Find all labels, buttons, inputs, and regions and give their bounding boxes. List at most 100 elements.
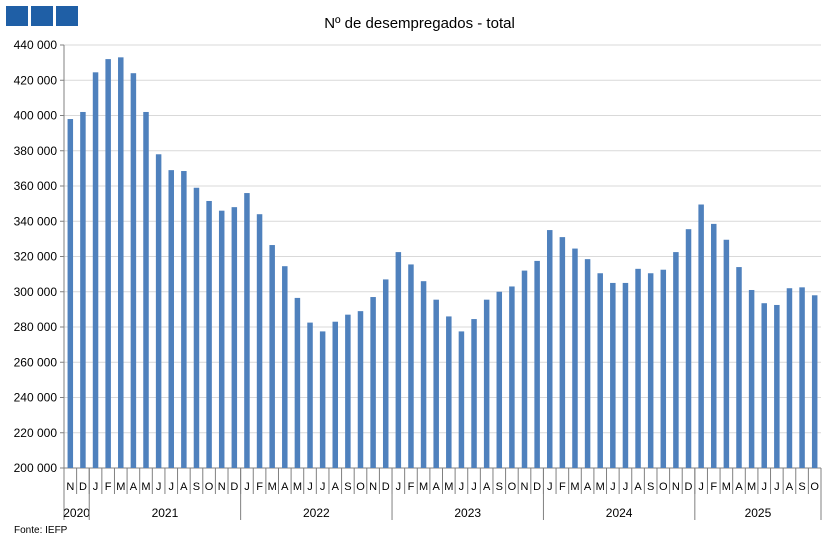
x-tick-label: J [610,481,616,493]
bar [799,287,805,468]
source-note: Fonte: IEFP [14,525,68,536]
bar [458,331,465,468]
x-tick-label: N [521,481,529,493]
x-tick-label: M [141,481,150,493]
x-tick-label: J [93,481,99,493]
x-tick-label: A [786,481,794,493]
x-tick-label: J [459,481,465,493]
x-tick-label: J [307,481,313,493]
x-tick-label: J [168,481,174,493]
bar [647,273,654,468]
bar [193,187,200,468]
year-label: 2025 [745,506,772,520]
logo-block [6,6,28,26]
x-tick-label: D [685,481,693,493]
y-tick-label: 420 000 [14,73,58,87]
x-tick-label: N [369,481,377,493]
year-label: 2021 [152,506,179,520]
bar [610,282,616,468]
x-tick-label: D [382,481,390,493]
bar [811,295,818,468]
x-tick-label: S [496,481,503,493]
bar [231,207,238,468]
y-tick-label: 360 000 [14,179,58,193]
bar [433,299,439,468]
x-tick-label: S [798,481,805,493]
bar [143,111,149,468]
bar [698,204,704,468]
x-tick-label: A [433,481,441,493]
x-tick-label: O [810,481,819,493]
bar [471,319,477,468]
bar [168,170,174,468]
y-tick-label: 340 000 [14,214,58,228]
bar [282,266,288,468]
x-tick-label: D [533,481,541,493]
bar [357,311,364,468]
x-tick-label: J [774,481,780,493]
x-tick-label: D [230,481,238,493]
bar [584,259,591,468]
x-tick-label: O [659,481,668,493]
year-label: 2022 [303,506,330,520]
x-tick-label: M [419,481,428,493]
bar [67,119,74,469]
x-tick-label: A [735,481,743,493]
bar [130,73,137,468]
x-tick-label: J [547,481,553,493]
x-tick-label: F [408,481,415,493]
x-tick-label: M [570,481,579,493]
bar [786,288,793,468]
x-tick-label: M [268,481,277,493]
x-tick-label: A [634,481,642,493]
x-tick-label: F [559,481,566,493]
bar [307,322,313,468]
bar [761,303,767,468]
y-tick-label: 440 000 [14,38,58,52]
x-tick-label: D [79,481,87,493]
y-tick-label: 200 000 [14,461,58,475]
year-label: 2024 [606,506,633,520]
x-tick-label: F [710,481,717,493]
x-tick-label: O [205,481,214,493]
x-tick-label: J [623,481,629,493]
x-tick-label: A [584,481,592,493]
bar [534,260,540,468]
x-tick-label: A [130,481,138,493]
logo [6,6,78,26]
x-tick-label: J [156,481,162,493]
bar [181,171,187,469]
x-tick-label: N [66,481,74,493]
x-tick-label: S [647,481,654,493]
x-tick-label: N [672,481,680,493]
bar [382,279,389,468]
x-tick-label: J [320,481,326,493]
bar [218,210,225,469]
bar [420,281,427,468]
bar [256,214,263,468]
bar [774,304,780,468]
bar [269,245,275,468]
bar [92,72,99,468]
bar [559,237,566,468]
bar [711,223,717,468]
bar [736,267,742,468]
bar [496,291,503,468]
bar [244,193,250,469]
x-tick-label: F [105,481,112,493]
x-tick-label: M [116,481,125,493]
bar [673,252,679,468]
bar [521,270,528,468]
x-tick-label: S [193,481,200,493]
bar [622,282,629,468]
x-tick-label: A [281,481,289,493]
x-tick-label: M [444,481,453,493]
y-tick-label: 280 000 [14,320,58,334]
x-tick-label: A [180,481,188,493]
year-label: 2020 [63,506,90,520]
bar [332,321,339,468]
x-tick-label: M [596,481,605,493]
bar [206,200,212,468]
bar [345,314,351,468]
